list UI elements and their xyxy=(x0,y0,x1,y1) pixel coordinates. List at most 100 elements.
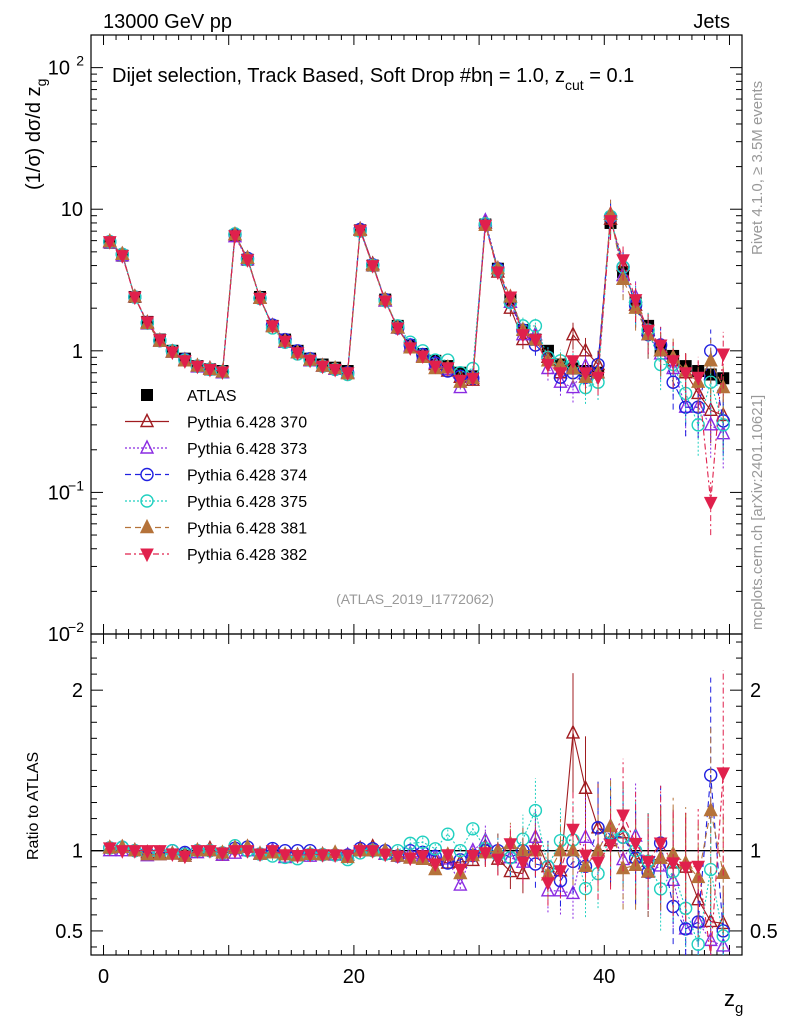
series-point xyxy=(703,416,718,431)
header-right-label: Jets xyxy=(693,11,730,33)
analysis-watermark: (ATLAS_2019_I1772062) xyxy=(336,591,494,607)
ratio-point xyxy=(378,848,393,863)
series-point xyxy=(578,367,593,381)
ratio-point xyxy=(491,853,505,868)
ratio-point xyxy=(416,835,430,849)
y-tick-label: 1 xyxy=(72,341,83,363)
ratio-point xyxy=(628,837,643,852)
series-point xyxy=(691,371,705,386)
series-point xyxy=(315,360,330,375)
ratio-point xyxy=(315,849,330,863)
legend-label: Pythia 6.428 381 xyxy=(187,521,307,538)
ratio-point xyxy=(441,827,455,841)
series-point xyxy=(353,224,367,239)
series-point xyxy=(553,367,568,381)
series-point xyxy=(290,347,305,361)
series-point xyxy=(403,342,418,356)
ratio-point xyxy=(115,845,130,859)
ratio-point xyxy=(102,842,117,857)
ratio-point xyxy=(641,855,655,870)
ratio-point xyxy=(265,845,280,859)
ratio-point xyxy=(390,850,405,865)
ratio-point xyxy=(716,767,731,782)
legend-label: Pythia 6.428 375 xyxy=(187,494,307,511)
series-point xyxy=(265,320,280,334)
ratio-point xyxy=(478,847,493,861)
ratio-point xyxy=(565,724,581,739)
ratio-point xyxy=(365,845,380,859)
series-point xyxy=(453,374,468,389)
ratio-point xyxy=(704,862,718,877)
ratio-point xyxy=(240,845,255,859)
header-left-label: 13000 GeV pp xyxy=(103,11,232,33)
ratio-point xyxy=(328,849,342,864)
ratio-point xyxy=(653,837,668,852)
ratio-point xyxy=(578,857,593,872)
y-tick-exponent: −1 xyxy=(68,477,84,493)
series-point xyxy=(716,348,731,363)
ratio-point xyxy=(678,861,693,876)
series-point xyxy=(466,372,480,387)
ratio-point xyxy=(466,822,480,836)
series-point xyxy=(228,230,242,244)
legend-label: Pythia 6.428 382 xyxy=(187,547,307,564)
ratio-point xyxy=(203,845,217,859)
ratio-point xyxy=(128,845,142,859)
ratio-point xyxy=(578,828,593,843)
series-point xyxy=(215,366,230,380)
ratio-point xyxy=(528,845,543,859)
ratio-point xyxy=(303,848,317,863)
ratio-point xyxy=(541,877,555,891)
series-point xyxy=(666,375,680,389)
series-point xyxy=(253,292,267,307)
ratio-point xyxy=(215,847,230,862)
ratio-point xyxy=(503,838,518,852)
ratio-point xyxy=(578,779,593,794)
series-point xyxy=(515,331,531,346)
ratio-point xyxy=(516,856,530,871)
series-point xyxy=(140,316,155,331)
ratio-point xyxy=(453,876,468,891)
ratio-point xyxy=(591,856,605,871)
series-point xyxy=(165,346,180,361)
series-point xyxy=(653,339,668,354)
ratio-point xyxy=(278,849,292,863)
y-tick-label: 10 xyxy=(48,624,70,646)
legend: ATLAS Pythia 6.428 370 Pythia 6.428 373 Pyt… xyxy=(125,388,307,564)
plot-title: Dijet selection, Track Based, Soft Drop … xyxy=(112,65,634,93)
ratio-y-tick-label-right: 0.5 xyxy=(750,921,778,943)
y-tick-exponent: 2 xyxy=(76,53,84,69)
series-point xyxy=(603,215,618,229)
y-tick-label: 10 xyxy=(48,482,70,504)
ratio-point xyxy=(566,823,580,838)
ratio-point xyxy=(616,809,630,824)
series-point xyxy=(703,496,718,511)
rivet-version-label: Rivet 4.1.0, ≥ 3.5M events xyxy=(749,81,766,255)
series-point xyxy=(591,371,605,386)
ratio-point xyxy=(153,845,167,859)
ratio-point xyxy=(703,801,718,817)
ratio-point xyxy=(466,850,480,864)
ratio-y-tick-label: 1 xyxy=(72,841,83,863)
series-point xyxy=(703,352,718,367)
series-point xyxy=(190,360,205,375)
series-point xyxy=(578,342,593,357)
series-line xyxy=(109,219,724,416)
series-point xyxy=(503,291,518,306)
series-point xyxy=(390,322,405,337)
x-tick-label: 0 xyxy=(98,966,109,988)
ratio-axes-frame xyxy=(90,633,743,956)
series-point xyxy=(365,260,380,274)
legend-marker xyxy=(139,518,155,534)
series-point xyxy=(628,294,643,308)
series-point xyxy=(153,334,167,348)
series-point xyxy=(278,335,292,350)
legend-marker xyxy=(140,548,154,563)
series-point xyxy=(203,363,217,378)
series-point xyxy=(178,355,192,369)
series-point xyxy=(491,266,505,281)
series-point xyxy=(478,219,493,234)
ratio-point xyxy=(403,852,418,867)
